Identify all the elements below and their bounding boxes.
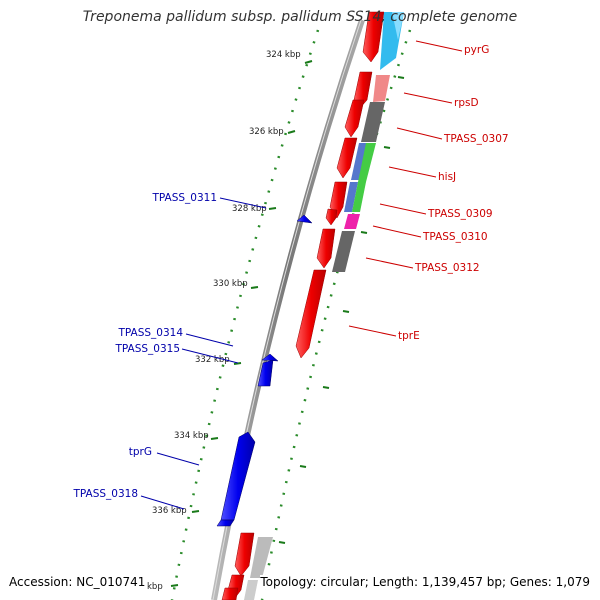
outer-tick-g xyxy=(278,541,286,544)
right-leader-lines xyxy=(348,40,463,337)
ruler-label-328: 328 kbp xyxy=(232,204,267,214)
ruler-tick-332 xyxy=(233,362,242,365)
outer-tick-track xyxy=(260,29,412,600)
reverse-cds-track xyxy=(216,214,313,527)
cds-TPASS_0311 xyxy=(296,214,313,224)
gene-label-hisJ: hisJ xyxy=(438,171,456,183)
ruler-label-338: kbp xyxy=(147,582,163,592)
function-track xyxy=(244,12,404,600)
ruler-label-326: 326 kbp xyxy=(249,127,284,137)
ruler-tick-336 xyxy=(191,510,200,513)
cds-TPASS_0307 xyxy=(344,99,365,138)
ruler-tick-324 xyxy=(304,60,313,64)
func-pyrG-light xyxy=(392,12,404,40)
ruler-label-324: 324 kbp xyxy=(266,50,301,60)
func-rpsD xyxy=(373,75,390,102)
cds-lower-a xyxy=(234,532,255,577)
func-hisJ-blue xyxy=(351,143,367,180)
cds-pyrG xyxy=(362,11,385,63)
func-hisJ-green xyxy=(358,143,376,182)
cds-TPASS_0318 xyxy=(216,519,235,527)
left-gene-labels: TPASS_0311 TPASS_0314 TPASS_0315 tprG TP… xyxy=(72,192,217,500)
func-TPASS_0310 xyxy=(344,214,360,229)
gene-label-TPASS_0309: TPASS_0309 xyxy=(427,208,493,220)
func-lower-a xyxy=(250,537,273,578)
cds-tprG xyxy=(220,431,256,521)
outer-tick-c xyxy=(360,231,368,234)
ruler-tick-338 xyxy=(170,584,179,587)
func-TPASS_0312 xyxy=(332,231,355,272)
outer-tick-f xyxy=(299,465,307,468)
gene-label-TPASS_0315: TPASS_0315 xyxy=(114,343,180,355)
ruler-tick-334 xyxy=(210,437,219,440)
inner-tick-track xyxy=(170,29,320,600)
outer-tick-a xyxy=(397,76,405,79)
accession-text: Accession: NC_010741 xyxy=(9,575,146,589)
gene-label-tprG: tprG xyxy=(129,446,152,458)
cds-TPASS_0312 xyxy=(316,228,336,269)
func-TPASS_0309-green xyxy=(352,182,366,212)
gene-label-pyrG: pyrG xyxy=(464,44,489,56)
ruler-tick-328 xyxy=(268,207,277,210)
func-TPASS_0307 xyxy=(361,102,385,142)
outer-tick-e xyxy=(322,386,330,389)
cds-TPASS_0309 xyxy=(329,181,348,219)
ruler-label-330: 330 kbp xyxy=(213,279,248,289)
gene-label-TPASS_0318: TPASS_0318 xyxy=(72,488,138,500)
outer-tick-b xyxy=(383,146,391,149)
genome-backbone xyxy=(211,19,365,600)
gene-label-TPASS_0312: TPASS_0312 xyxy=(414,262,480,274)
ruler-ticks xyxy=(170,60,405,587)
func-TPASS_0309-blue xyxy=(344,182,358,212)
cds-TPASS_0310 xyxy=(325,208,338,226)
cds-rpsD xyxy=(353,71,373,109)
gene-label-TPASS_0310: TPASS_0310 xyxy=(422,231,488,243)
gene-label-rpsD: rpsD xyxy=(454,97,479,109)
ruler-labels: 324 kbp 326 kbp 328 kbp 330 kbp 332 kbp … xyxy=(147,50,301,592)
ruler-tick-326 xyxy=(287,130,296,134)
cds-hisJ xyxy=(336,137,358,179)
right-gene-labels: pyrG rpsD TPASS_0307 hisJ TPASS_0309 TPA… xyxy=(398,44,509,342)
gene-label-TPASS_0314: TPASS_0314 xyxy=(117,327,183,339)
ruler-label-336: 336 kbp xyxy=(152,506,187,516)
gene-label-TPASS_0307: TPASS_0307 xyxy=(443,133,509,145)
left-leader-lines xyxy=(140,197,267,510)
cds-TPASS_0315 xyxy=(257,359,274,387)
forward-cds-track xyxy=(221,11,385,600)
gene-label-tprE: tprE xyxy=(398,330,420,342)
topology-text: Topology: circular; Length: 1,139,457 bp… xyxy=(260,575,590,589)
ruler-tick-330 xyxy=(250,286,259,289)
gene-label-TPASS_0311: TPASS_0311 xyxy=(151,192,217,204)
ruler-label-334: 334 kbp xyxy=(174,431,209,441)
map-title: Treponema pallidum subsp. pallidum SS14,… xyxy=(82,9,518,25)
outer-tick-d xyxy=(342,310,350,313)
cds-tprE xyxy=(295,269,327,359)
ruler-label-332: 332 kbp xyxy=(195,355,230,365)
cds-TPASS_0314 xyxy=(261,353,279,362)
cds-lower-c xyxy=(221,587,239,600)
func-lower-b xyxy=(244,580,258,600)
